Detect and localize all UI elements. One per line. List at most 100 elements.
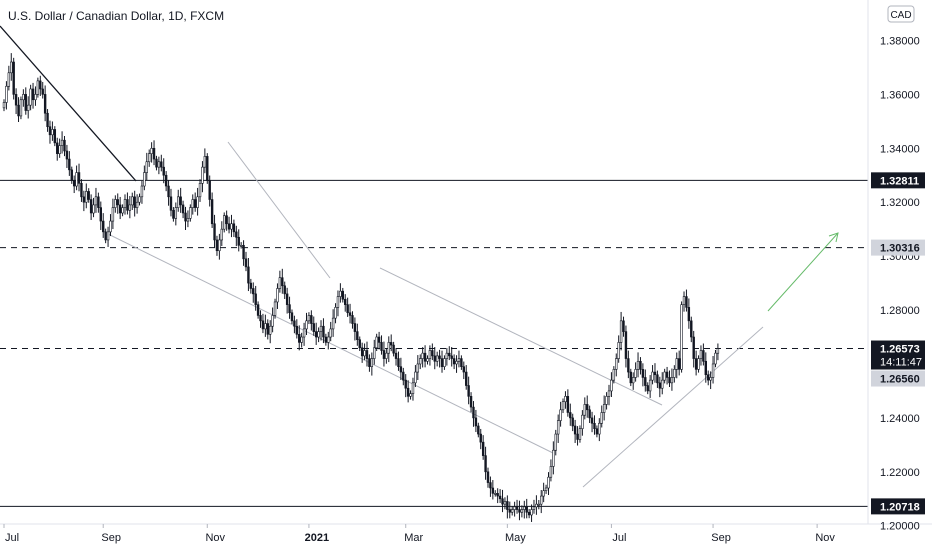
candle-body [435, 355, 439, 362]
time-tick-label: Mar [404, 532, 423, 544]
candle-body [278, 277, 282, 289]
candle-body [586, 404, 589, 411]
level-tag-4-text: 1.20718 [880, 501, 920, 513]
candle-body [351, 315, 354, 324]
candle-body [26, 104, 30, 111]
candle-body [428, 350, 432, 359]
candle-body [266, 323, 269, 335]
candle-body [82, 196, 86, 203]
time-tick-label: Nov [205, 532, 225, 544]
candle-body [460, 358, 463, 367]
candle-body [523, 506, 526, 510]
candle-body [627, 358, 630, 373]
candle-body [385, 352, 388, 359]
candle-body [569, 412, 572, 419]
candle-body [370, 358, 374, 367]
candle-body [382, 350, 386, 359]
candle-body [573, 425, 577, 435]
candle-body [247, 266, 250, 284]
candle-body [276, 288, 279, 303]
candle-body [169, 196, 173, 211]
candle-body [610, 379, 613, 392]
candle-body [469, 396, 473, 408]
candle-body [249, 282, 253, 289]
last-price-tag [871, 340, 925, 370]
candle-body [312, 323, 315, 332]
candle-body [203, 156, 207, 168]
candle-body [496, 493, 499, 497]
candle-body [639, 360, 642, 370]
candle-body [440, 358, 444, 367]
candle-body [494, 493, 497, 495]
candle-body [363, 350, 366, 357]
candle-body [472, 406, 475, 419]
candle-body [612, 369, 616, 381]
candle-body [232, 223, 236, 233]
candle-body [133, 196, 136, 208]
candle-body [554, 433, 557, 451]
candle-body [646, 385, 649, 392]
candle-body [24, 94, 27, 111]
currency-badge[interactable]: CAD [887, 5, 915, 23]
candle-body [39, 80, 42, 90]
candle-body [544, 487, 548, 491]
candle-body [48, 126, 52, 136]
candle-body [680, 304, 683, 370]
candle-body [559, 409, 562, 421]
candle-body [527, 511, 531, 516]
price-axis[interactable]: 1.380001.360001.340001.320001.300001.280… [880, 35, 920, 532]
candle-body [593, 422, 596, 429]
candle-body [709, 377, 712, 381]
candle-body [513, 506, 516, 510]
candle-body [145, 161, 148, 173]
level-tag-1-text: 1.32811 [880, 175, 919, 187]
candle-body [443, 358, 446, 367]
time-tick-label: Jul [5, 532, 19, 544]
candle-body [111, 207, 115, 222]
candle-body [651, 371, 654, 381]
candle-body [540, 495, 543, 505]
candle-body [402, 371, 405, 381]
level-tag-2-text: 1.30316 [880, 243, 920, 255]
countdown-text: 14:11:47 [880, 357, 922, 369]
candle-body [53, 129, 57, 144]
price-tick-label: 1.28000 [880, 305, 920, 317]
candle-body [699, 350, 703, 359]
candle-body [467, 385, 470, 397]
downtrend-line-black [0, 25, 137, 182]
candle-body [285, 293, 289, 305]
candle-body [344, 298, 347, 305]
candle-body [99, 207, 103, 222]
candle-body [716, 348, 720, 354]
candle-body [702, 350, 705, 362]
candle-body [677, 358, 681, 370]
candle-body [457, 358, 461, 362]
candle-body [675, 358, 678, 370]
candle-body [261, 320, 265, 330]
candlestick-series [2, 53, 720, 522]
candle-body [19, 99, 23, 117]
time-tick-label: Sep [711, 532, 731, 544]
candle-body [581, 414, 584, 429]
candle-body [102, 220, 105, 233]
candle-body [273, 301, 277, 316]
candle-body [605, 396, 608, 405]
candle-body [106, 231, 110, 241]
candle-body [537, 503, 541, 506]
candle-body [661, 379, 664, 389]
time-axis[interactable]: Jul Sep Nov 2021 Mar May Jul Sep Nov [3, 524, 835, 544]
candle-body [302, 328, 306, 338]
candle-body [697, 358, 700, 370]
candle-body [160, 161, 163, 168]
trendlines [0, 25, 839, 488]
candle-body [264, 323, 267, 330]
candle-body [116, 199, 119, 206]
candle-body [571, 417, 574, 427]
candle-body [196, 196, 199, 208]
candle-body [256, 304, 260, 316]
candle-body [518, 509, 521, 513]
candle-body [542, 490, 545, 497]
candle-body [152, 147, 156, 160]
